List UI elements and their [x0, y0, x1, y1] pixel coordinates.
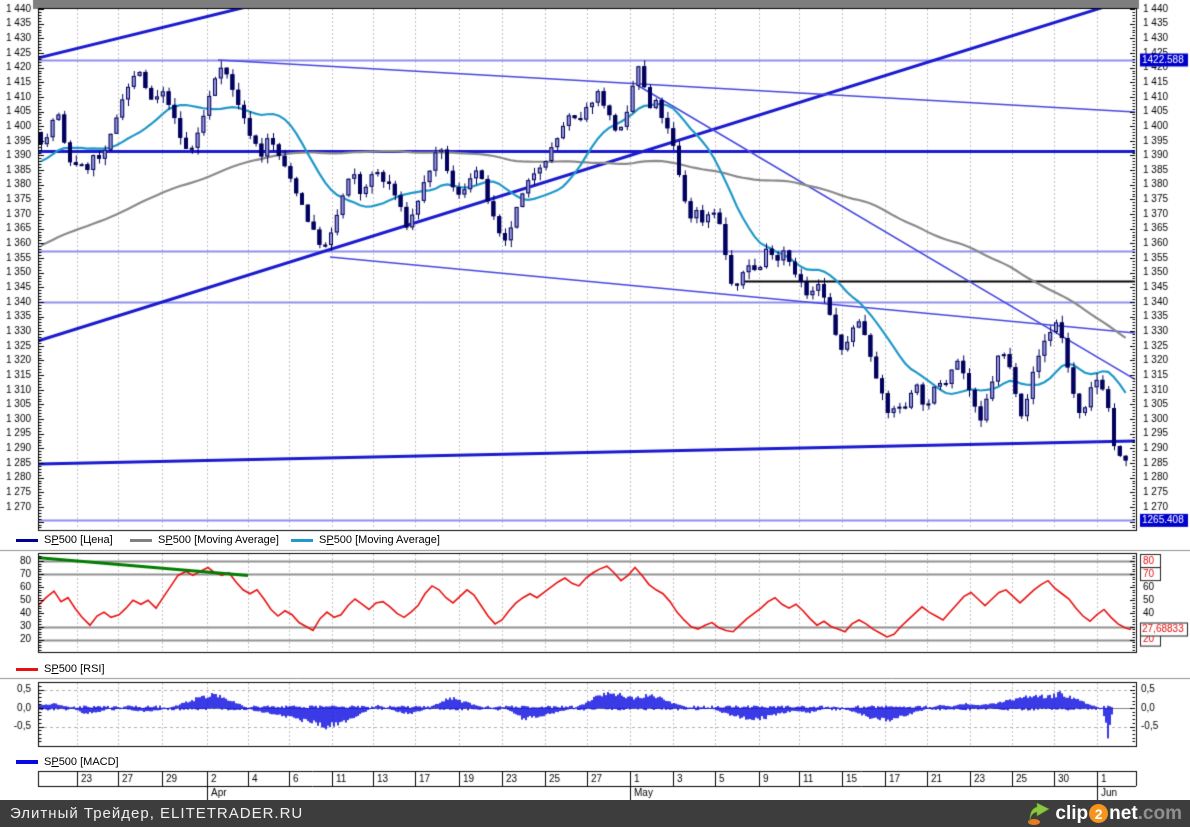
clip2net-logo[interactable]: clip 2 net .com: [1027, 802, 1190, 825]
legend-item-price[interactable]: SP500 [Цена]: [16, 532, 113, 548]
legend-label-rsi: SP500 [RSI]: [44, 663, 105, 675]
ma-fast-line-swatch: [291, 538, 313, 542]
status-text: Элитный Трейдер, ELITETRADER.RU: [10, 805, 304, 822]
clip2net-arrow-icon: [1028, 802, 1051, 825]
legend-item-ma-slow[interactable]: SP500 [Moving Average]: [130, 532, 279, 548]
main-chart-legend: SP500 [Цена] SP500 [Moving Average] SP50…: [0, 532, 1190, 548]
logo-badge-2: 2: [1089, 804, 1109, 823]
legend-item-macd[interactable]: SP500 [MACD]: [16, 754, 119, 770]
logo-word-net: net: [1109, 802, 1138, 824]
macd-line-swatch: [16, 760, 38, 764]
legend-label-ma-slow: SP500 [Moving Average]: [158, 534, 279, 546]
legend-label-ma-fast: SP500 [Moving Average]: [319, 534, 440, 546]
legend-label-price: SP500 [Цена]: [44, 534, 113, 546]
rsi-legend: SP500 [RSI]: [0, 661, 1190, 677]
logo-word-clip: clip: [1055, 802, 1089, 824]
logo-suffix-com: .com: [1137, 802, 1182, 824]
rsi-line-swatch: [16, 667, 38, 671]
legend-item-ma-fast[interactable]: SP500 [Moving Average]: [291, 532, 440, 548]
chart-canvas[interactable]: [0, 0, 1190, 800]
macd-legend: SP500 [MACD]: [0, 754, 1190, 770]
price-line-swatch: [16, 538, 38, 542]
legend-item-rsi[interactable]: SP500 [RSI]: [16, 661, 105, 677]
legend-label-macd: SP500 [MACD]: [44, 756, 119, 768]
ma-slow-line-swatch: [130, 538, 152, 542]
status-bar: Элитный Трейдер, ELITETRADER.RU clip 2 n…: [0, 800, 1190, 827]
